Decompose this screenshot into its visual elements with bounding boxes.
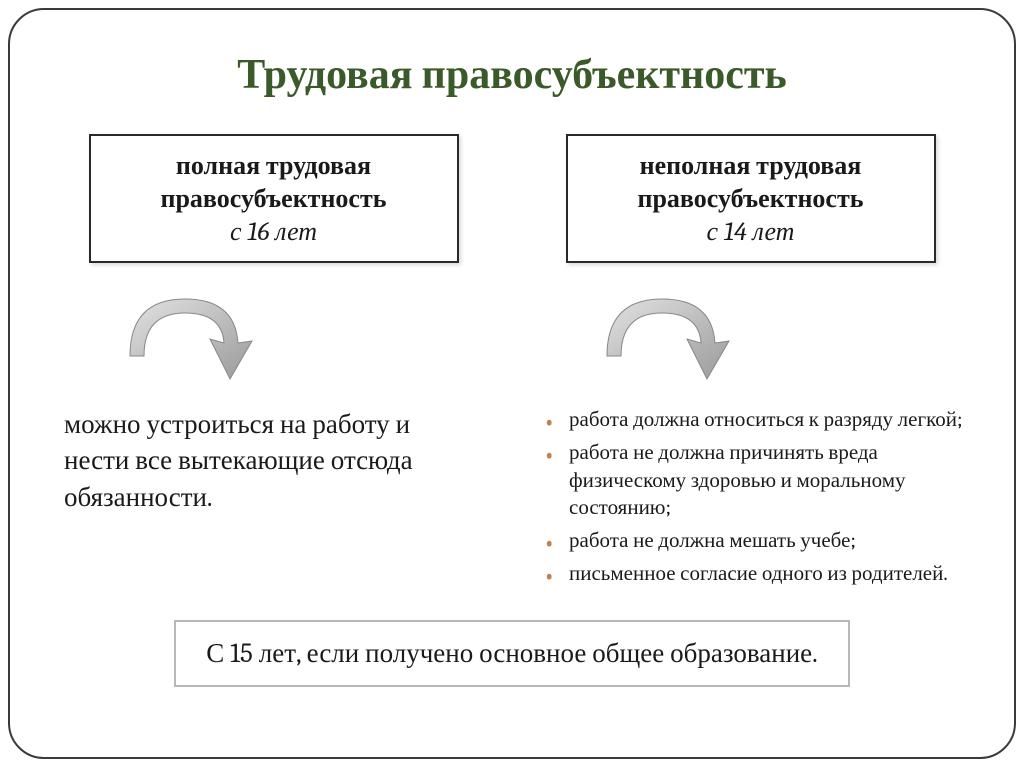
left-box: полная трудовая правосубъектность с 16 л… xyxy=(89,134,459,263)
right-box: неполная трудовая правосубъектность с 14… xyxy=(566,134,936,263)
bottom-box-wrap: С 15 лет, если получено основное общее о… xyxy=(60,620,964,687)
list-item: работа должна относиться к разряду легко… xyxy=(563,407,964,434)
right-box-sub: с 14 лет xyxy=(588,217,914,247)
list-item: работа не должна причинять вреда физичес… xyxy=(563,440,964,522)
slide-frame: Трудовая правосубъектность полная трудов… xyxy=(8,8,1016,759)
page-title: Трудовая правосубъектность xyxy=(60,50,964,99)
curved-arrow-icon xyxy=(100,281,270,395)
curved-arrow-icon xyxy=(577,281,747,395)
list-item: письменное согласие одного из родителей. xyxy=(563,561,964,588)
left-box-sub: с 16 лет xyxy=(111,217,437,247)
columns: полная трудовая правосубъектность с 16 л… xyxy=(60,134,964,595)
right-column: неполная трудовая правосубъектность с 14… xyxy=(537,134,964,595)
left-box-label: полная трудовая правосубъектность xyxy=(111,150,437,215)
right-box-label: неполная трудовая правосубъектность xyxy=(588,150,914,215)
left-column: полная трудовая правосубъектность с 16 л… xyxy=(60,134,487,595)
list-item: работа не должна мешать учебе; xyxy=(563,528,964,555)
left-description: можно устроиться на работу и нести все в… xyxy=(60,407,487,516)
right-list: работа должна относиться к разряду легко… xyxy=(537,407,964,595)
bottom-box: С 15 лет, если получено основное общее о… xyxy=(174,620,849,687)
